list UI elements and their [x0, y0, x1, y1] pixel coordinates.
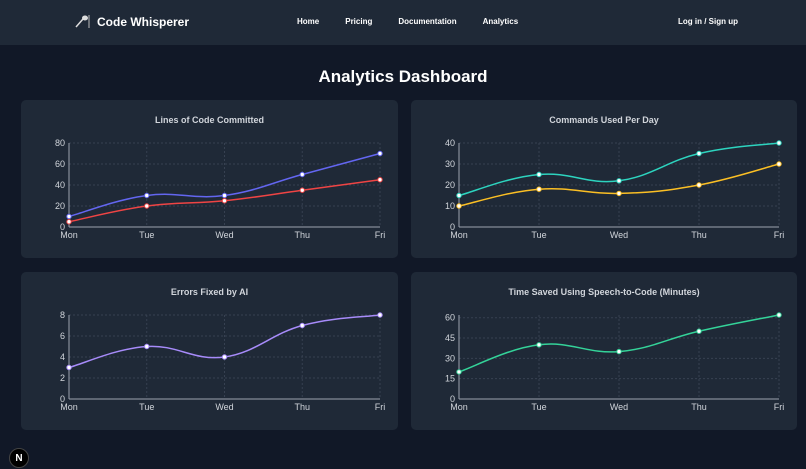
data-point: [696, 328, 702, 334]
chart-card-time-saved: Time Saved Using Speech-to-Code (Minutes…: [411, 272, 797, 430]
data-point: [144, 203, 150, 209]
x-tick-label: Fri: [774, 402, 785, 412]
y-tick-label: 0: [60, 222, 65, 232]
data-point: [221, 354, 228, 360]
y-tick-label: 60: [55, 159, 65, 169]
data-point: [299, 171, 305, 178]
x-tick-label: Mon: [450, 402, 468, 412]
nav-pricing[interactable]: Pricing: [345, 17, 373, 26]
y-tick-label: 10: [445, 201, 455, 211]
nav-documentation[interactable]: Documentation: [398, 17, 457, 26]
data-point: [456, 369, 462, 375]
data-point: [144, 343, 150, 350]
data-point: [616, 178, 622, 184]
y-tick-label: 20: [445, 180, 455, 190]
chart-title: Commands Used Per Day: [549, 115, 659, 125]
data-point: [377, 150, 383, 157]
data-point: [66, 219, 72, 225]
x-tick-label: Wed: [215, 230, 233, 240]
data-point: [377, 312, 383, 318]
data-point: [776, 140, 782, 146]
y-tick-label: 0: [450, 222, 455, 232]
login-signup-link[interactable]: Log in / Sign up: [678, 17, 738, 26]
y-tick-label: 6: [60, 331, 65, 341]
x-tick-label: Tue: [139, 402, 154, 412]
y-tick-label: 40: [55, 180, 65, 190]
microphone-icon: [75, 15, 90, 28]
x-tick-label: Wed: [610, 402, 628, 412]
y-tick-label: 2: [60, 373, 65, 383]
data-point: [696, 150, 702, 157]
x-tick-label: Wed: [215, 402, 233, 412]
x-tick-label: Thu: [691, 402, 707, 412]
data-point: [696, 182, 702, 188]
y-tick-label: 30: [445, 159, 455, 169]
x-tick-label: Fri: [774, 230, 785, 240]
x-tick-label: Mon: [450, 230, 468, 240]
x-tick-label: Tue: [531, 230, 546, 240]
y-tick-label: 60: [445, 313, 455, 323]
chart-time-saved: 0 15 30 45 60 Mon Tue Wed Thu Fri: [445, 312, 785, 412]
data-point: [776, 312, 782, 318]
y-tick-label: 40: [445, 138, 455, 148]
y-tick-label: 20: [55, 201, 65, 211]
chart-title: Lines of Code Committed: [154, 115, 264, 125]
x-tick-label: Fri: [375, 230, 386, 240]
navbar: Code Whisperer Home Pricing Documentatio…: [0, 0, 806, 45]
chart-card-commands: Commands Used Per Day 0 10 20 30 40 Mon Tue Wed T…: [411, 100, 797, 258]
x-tick-label: Tue: [139, 230, 154, 240]
y-tick-label: 0: [60, 394, 65, 404]
y-tick-label: 8: [60, 310, 65, 320]
y-tick-label: 4: [60, 352, 65, 362]
data-point: [536, 342, 542, 348]
nav-home[interactable]: Home: [297, 17, 320, 26]
y-tick-label: 0: [450, 394, 455, 404]
data-point: [299, 322, 305, 329]
chart-title: Time Saved Using Speech-to-Code (Minutes…: [508, 287, 700, 297]
x-tick-label: Wed: [610, 230, 628, 240]
data-point: [144, 192, 150, 199]
x-tick-label: Tue: [531, 402, 546, 412]
x-tick-label: Thu: [691, 230, 707, 240]
x-tick-label: Mon: [60, 402, 78, 412]
brand-name: Code Whisperer: [97, 14, 190, 29]
data-point: [616, 348, 622, 355]
y-tick-label: 30: [445, 353, 455, 363]
data-point: [616, 190, 622, 197]
data-point: [377, 177, 383, 183]
y-tick-label: 15: [445, 374, 455, 384]
data-point: [456, 192, 462, 199]
chart-title: Errors Fixed by AI: [170, 287, 249, 297]
x-tick-label: Mon: [60, 230, 78, 240]
data-point: [221, 192, 228, 199]
x-tick-label: Thu: [294, 230, 310, 240]
data-point: [299, 187, 305, 193]
data-point: [536, 171, 542, 178]
brand-logo[interactable]: Code Whisperer: [74, 14, 189, 29]
page-title: Analytics Dashboard: [318, 67, 488, 86]
nav-analytics[interactable]: Analytics: [482, 17, 519, 26]
data-point: [776, 161, 782, 167]
data-point: [66, 213, 72, 220]
chart-commands: 0 10 20 30 40 Mon Tue Wed Thu Fri: [445, 138, 785, 240]
data-point: [66, 364, 72, 371]
chart-card-lines-of-code: Lines of Code Committed 0 20 40 60 80 Mon Tue We…: [21, 100, 398, 258]
y-tick-label: 45: [445, 333, 455, 343]
data-point: [456, 203, 462, 209]
chart-errors-fixed: 0 2 4 6 8 Mon Tue Wed Thu Fri: [60, 310, 386, 412]
x-tick-label: Fri: [375, 402, 386, 412]
data-point: [536, 186, 542, 192]
data-point: [221, 198, 228, 204]
chart-lines-of-code: 0 20 40 60 80 Mon Tue Wed Thu Fri: [55, 138, 386, 240]
chart-card-errors-fixed: Errors Fixed by AI 0 2 4 6 8 Mon Tue Wed Thu Fri: [21, 272, 398, 430]
y-tick-label: 80: [55, 138, 65, 148]
x-tick-label: Thu: [294, 402, 310, 412]
nextjs-badge[interactable]: N: [9, 448, 29, 468]
